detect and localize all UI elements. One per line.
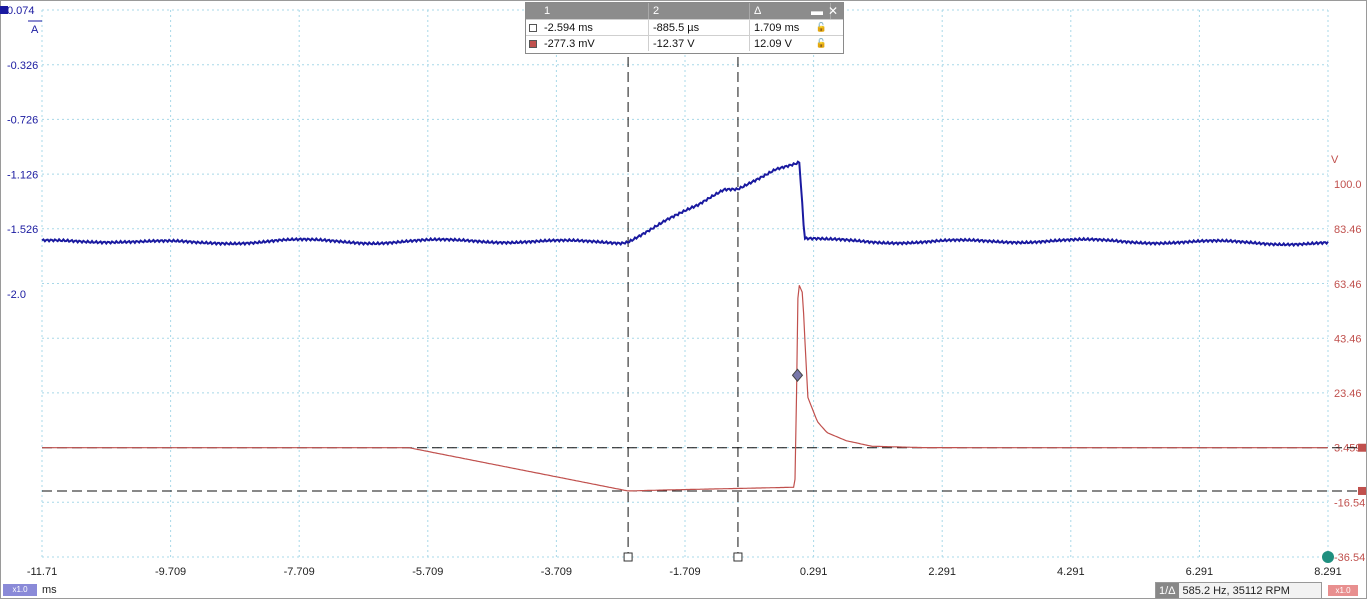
- x-tick-label: 6.291: [1186, 566, 1214, 578]
- x-tick-label: 2.291: [928, 566, 956, 578]
- channel-swatch-voltage: [529, 39, 537, 48]
- right-tick-label: 23.46: [1334, 388, 1362, 400]
- lock-icon[interactable]: 🔓: [815, 38, 827, 48]
- right-tick-label: 63.46: [1334, 279, 1362, 291]
- right-channel-indicator: [1322, 551, 1334, 563]
- left-axis-unit: A: [31, 24, 39, 36]
- horizontal-cursor-handle: [1358, 443, 1366, 452]
- cursor-1-voltage: -277.3 mV: [540, 36, 649, 51]
- left-tick-label: -1.526: [7, 224, 38, 236]
- x-tick-label: -1.709: [669, 566, 700, 578]
- left-tick-label: -0.326: [7, 60, 38, 72]
- trigger-marker: [791, 368, 804, 383]
- x-tick-label: 4.291: [1057, 566, 1085, 578]
- cursor-row-time: -2.594 ms -885.5 µs 1.709 ms 🔓: [526, 19, 843, 35]
- right-tick-label: -16.54: [1334, 497, 1365, 509]
- close-icon[interactable]: ✕: [827, 4, 839, 18]
- x-tick-label: 0.291: [800, 566, 828, 578]
- cursor-1-header: 1: [540, 3, 649, 19]
- cursor-measurement-table[interactable]: 1 2 Δ ▬ ✕ -2.594 ms -885.5 µs 1.709 ms 🔓 …: [525, 2, 844, 54]
- left-tick-label: -2.0: [7, 289, 26, 301]
- x-tick-label: 8.291: [1314, 566, 1342, 578]
- channel-swatch-time: [529, 23, 537, 32]
- right-tick-label: -36.54: [1334, 552, 1365, 564]
- vertical-cursor-handle: [733, 552, 743, 562]
- frequency-value: 585.2 Hz, 35112 RPM: [1182, 584, 1290, 597]
- x-tick-label: -7.709: [284, 566, 315, 578]
- cursor-2-header: 2: [649, 3, 750, 19]
- cursor-1-time: -2.594 ms: [540, 20, 649, 35]
- series-line-2: [42, 285, 1328, 492]
- left-tick-label: -1.126: [7, 169, 38, 181]
- right-tick-label: 100.0: [1334, 179, 1362, 191]
- cursor-delta-header: Δ: [750, 3, 831, 19]
- cursor-table-header: 1 2 Δ ▬ ✕: [526, 3, 843, 19]
- x-scale-badge[interactable]: x1.0: [3, 584, 37, 596]
- x-tick-label: -11.71: [27, 566, 57, 578]
- lock-icon[interactable]: 🔓: [815, 22, 827, 32]
- right-tick-label: 3.459: [1334, 443, 1362, 455]
- frequency-mode[interactable]: 1/Δ: [1156, 583, 1179, 598]
- x-tick-label: -5.709: [412, 566, 443, 578]
- frequency-readout[interactable]: 1/Δ 585.2 Hz, 35112 RPM: [1155, 582, 1322, 599]
- delta-time: 1.709 ms: [754, 21, 800, 34]
- left-tick-label: 0.074: [7, 5, 35, 17]
- cursor-2-time: -885.5 µs: [649, 20, 750, 35]
- x-axis-unit: ms: [42, 584, 57, 596]
- horizontal-cursor-handle: [1358, 486, 1366, 495]
- cursor-row-voltage: -277.3 mV -12.37 V 12.09 V 🔓: [526, 35, 843, 51]
- channel-a-badge[interactable]: [0, 6, 8, 14]
- x-tick-label: -3.709: [541, 566, 572, 578]
- vertical-cursor-handle: [623, 552, 633, 562]
- right-tick-label: 43.46: [1334, 333, 1362, 345]
- delta-voltage: 12.09 V: [754, 37, 792, 50]
- right-axis-unit: V: [1331, 154, 1339, 166]
- minimize-icon[interactable]: ▬: [811, 4, 823, 18]
- right-tick-label: 83.46: [1334, 224, 1362, 236]
- series-line-1: [41, 160, 1329, 248]
- cursor-2-voltage: -12.37 V: [649, 36, 750, 51]
- right-scale-badge[interactable]: x1.0: [1328, 585, 1358, 596]
- x-tick-label: -9.709: [155, 566, 186, 578]
- left-tick-label: -0.726: [7, 115, 38, 127]
